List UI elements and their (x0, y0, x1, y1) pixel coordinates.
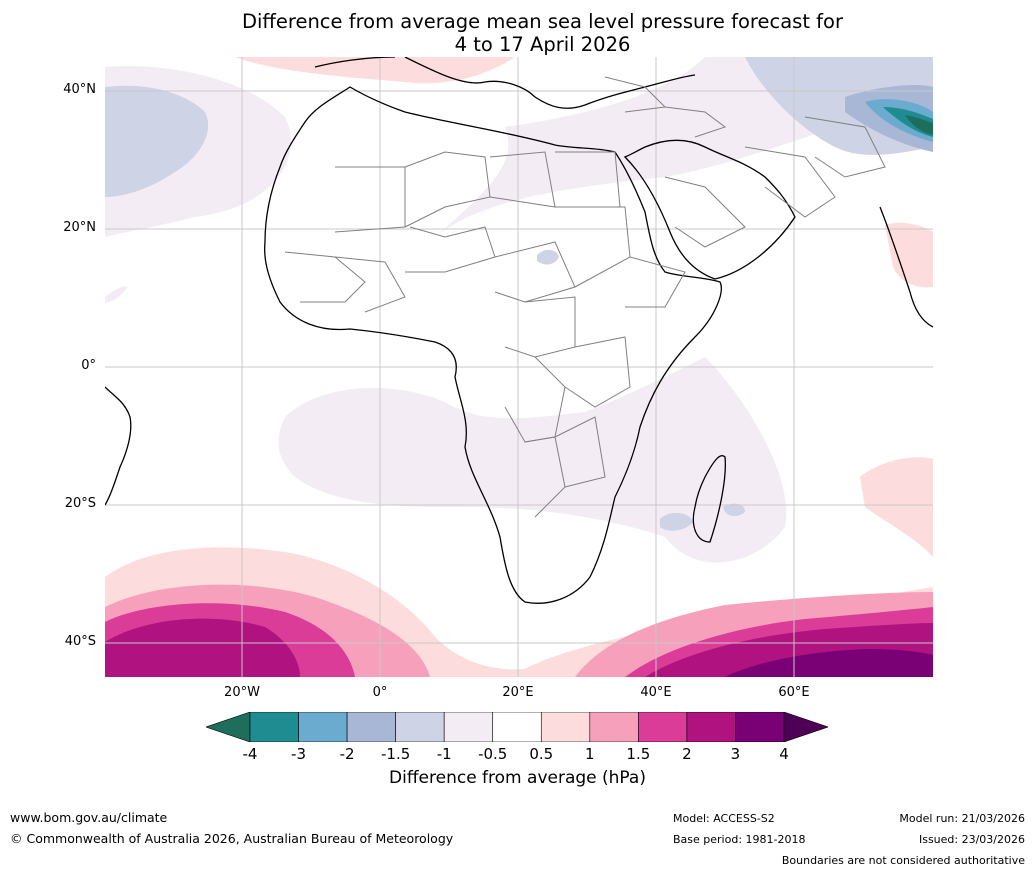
footer-model: Model: ACCESS-S2 (673, 812, 775, 825)
anomaly-region-blue (105, 85, 209, 197)
footer-base-period: Base period: 1981-2018 (673, 833, 806, 846)
footer-url: www.bom.gov.au/climate (10, 810, 168, 825)
colorbar-segment (638, 712, 688, 742)
lon-label-40e: 40°E (640, 685, 672, 700)
colorbar-segment (686, 712, 736, 742)
colorbar-tick-label: 2 (682, 745, 692, 763)
anomaly-region-dark-blue (865, 99, 933, 142)
title-line-2: 4 to 17 April 2026 (454, 33, 631, 56)
colorbar-extend-low (206, 712, 251, 742)
map-title: Difference from average mean sea level p… (0, 10, 1035, 56)
africa-coastline (264, 86, 722, 604)
india-coastline (879, 206, 933, 328)
colorbar-extend-high (783, 712, 828, 742)
lon-label-0: 0° (372, 685, 388, 700)
country-borders (284, 76, 886, 518)
lat-label-0: 0° (81, 358, 96, 373)
title-line-1: Difference from average mean sea level p… (242, 10, 843, 33)
colorbar-segment (395, 712, 445, 742)
anomaly-region-dark-magenta (105, 618, 300, 677)
lon-label-20e: 20°E (502, 685, 534, 700)
colorbar-segment (492, 712, 542, 742)
anomaly-region-blue (537, 249, 559, 265)
colorbar-tick-label: -0.5 (478, 745, 508, 763)
colorbar-tick-label: -1 (436, 745, 452, 763)
colorbar-tick-label: -2 (339, 745, 355, 763)
colorbar-segment (249, 712, 299, 742)
lat-label-20s: 20°S (64, 496, 96, 511)
footer-issued: Issued: 23/03/2026 (918, 833, 1025, 846)
south-america-coastline (105, 386, 132, 506)
colorbar-segment (298, 712, 348, 742)
anomaly-region-light-negative (105, 286, 127, 303)
colorbar-segment (735, 712, 785, 742)
anomaly-region-pink-light (885, 222, 933, 288)
anomaly-region-blue (723, 503, 745, 517)
lat-label-40s: 40°S (64, 634, 96, 649)
colorbar-tick-label: 0.5 (529, 745, 554, 763)
colorbar-tick-label: -1.5 (380, 745, 411, 763)
colorbar-segment (589, 712, 639, 742)
anomaly-region-pink-light (235, 57, 515, 84)
pressure-anomaly-map (104, 56, 934, 678)
anomaly-region-purple (725, 649, 933, 677)
anomaly-region-blue (660, 512, 693, 531)
madagascar-coastline (692, 455, 726, 543)
colorbar-tick-label: -3 (291, 745, 307, 763)
footer-disclaimer: Boundaries are not considered authoritat… (781, 854, 1025, 867)
footer-model-run: Model run: 21/03/2026 (899, 812, 1025, 825)
coastlines (105, 57, 933, 604)
colorbar-tick-label: 1.5 (626, 745, 651, 763)
lon-label-20w: 20°W (224, 685, 260, 700)
colorbar-segment (540, 712, 591, 742)
colorbar-tick-label: 4 (779, 745, 789, 763)
anomaly-region-pink-light (860, 457, 933, 557)
map-canvas (105, 57, 933, 677)
colorbar-tick-label: 3 (730, 745, 741, 763)
gridlines (105, 57, 933, 677)
colorbar-segment (346, 712, 396, 742)
anomaly-region-dark-teal (905, 115, 933, 135)
lon-label-60e: 60°E (778, 685, 810, 700)
colorbar-segment (443, 712, 494, 742)
colorbar-tick-label: 1 (585, 745, 595, 763)
colorbar-label: Difference from average (hPa) (389, 768, 646, 788)
colorbar (206, 712, 828, 742)
footer-copyright: © Commonwealth of Australia 2026, Austra… (10, 831, 454, 846)
colorbar-tick-label: -4 (242, 745, 258, 763)
anomaly-region-light-negative (278, 357, 787, 563)
lat-label-40n: 40°N (63, 82, 96, 97)
lat-label-20n: 20°N (63, 220, 96, 235)
europe-coastline (314, 57, 696, 109)
